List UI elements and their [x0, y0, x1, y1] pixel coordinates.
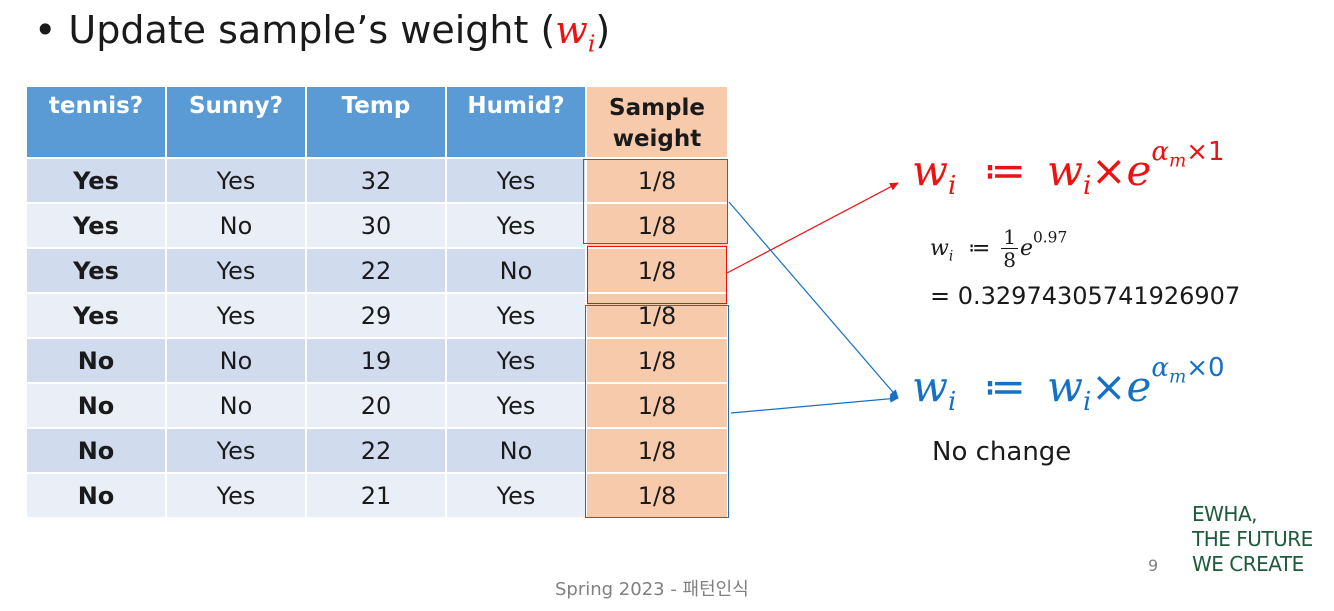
cell-tennis: Yes — [25, 157, 167, 204]
weight-calculation: wi ≔ 1 8 e0.97 — [930, 225, 1068, 272]
cell-tennis: No — [25, 337, 167, 384]
header-tennis: tennis? — [25, 85, 167, 159]
blue-highlight-box-top — [583, 159, 728, 244]
calculation-result: = 0.32974305741926907 — [930, 282, 1241, 310]
cell-sunny: Yes — [165, 247, 307, 294]
title-paren-open: ( — [540, 8, 556, 52]
cell-humid: No — [445, 427, 587, 474]
cell-humid: Yes — [445, 202, 587, 249]
cell-weight: 1/8 — [585, 292, 729, 339]
footer-text: Spring 2023 - 패턴인식 — [555, 579, 749, 600]
table-row: Yes Yes 32 Yes 1/8 — [25, 157, 729, 204]
header-humid: Humid? — [445, 85, 587, 159]
title-text: Update sample’s weight — [68, 8, 529, 52]
cell-temp: 21 — [305, 472, 447, 519]
blue-highlight-box-bottom — [585, 305, 729, 518]
cell-weight: 1/8 — [585, 382, 729, 429]
cell-temp: 32 — [305, 157, 447, 204]
blue-arrow-horizontal — [730, 394, 899, 414]
cell-weight: 1/8 — [585, 472, 729, 519]
cell-weight: 1/8 — [585, 337, 729, 384]
cell-humid: Yes — [445, 157, 587, 204]
cell-humid: Yes — [445, 472, 587, 519]
cell-sunny: Yes — [165, 472, 307, 519]
cell-temp: 22 — [305, 247, 447, 294]
bullet-icon: • — [34, 8, 57, 52]
title-paren-close: ) — [595, 8, 611, 52]
cell-tennis: No — [25, 427, 167, 474]
cell-tennis: Yes — [25, 292, 167, 339]
table-row: Yes Yes 22 No 1/8 — [25, 247, 729, 294]
header-sunny: Sunny? — [165, 85, 307, 159]
formula-weight-update-correct: wi ≔ wi×eαm×0 — [912, 353, 1225, 418]
no-change-text: No change — [932, 437, 1072, 467]
cell-humid: Yes — [445, 292, 587, 339]
data-table: tennis? Sunny? Temp Humid? Sample weight … — [25, 85, 729, 519]
red-highlight-box — [587, 246, 727, 304]
header-sample-weight: Sample weight — [585, 85, 729, 159]
cell-humid: No — [445, 247, 587, 294]
red-arrow — [726, 182, 899, 274]
cell-sunny: Yes — [165, 157, 307, 204]
ewha-logo: EWHA, THE FUTURE WE CREATE — [1192, 502, 1313, 576]
slide-title: • Update sample’s weight (wi) — [34, 8, 610, 58]
cell-temp: 30 — [305, 202, 447, 249]
cell-tennis: No — [25, 472, 167, 519]
cell-weight: 1/8 — [585, 427, 729, 474]
cell-sunny: No — [165, 337, 307, 384]
cell-temp: 20 — [305, 382, 447, 429]
cell-humid: Yes — [445, 337, 587, 384]
cell-sunny: Yes — [165, 292, 307, 339]
cell-sunny: No — [165, 202, 307, 249]
blue-arrow-diagonal — [728, 201, 899, 399]
table-row: No No 19 Yes 1/8 — [25, 337, 729, 384]
cell-sunny: No — [165, 382, 307, 429]
cell-weight: 1/8 — [585, 202, 729, 249]
cell-temp: 19 — [305, 337, 447, 384]
page-number: 9 — [1148, 556, 1159, 575]
cell-temp: 29 — [305, 292, 447, 339]
cell-tennis: Yes — [25, 247, 167, 294]
cell-tennis: Yes — [25, 202, 167, 249]
cell-humid: Yes — [445, 382, 587, 429]
cell-sunny: Yes — [165, 427, 307, 474]
table-header-row: tennis? Sunny? Temp Humid? Sample weight — [25, 85, 729, 159]
table-row: Yes No 30 Yes 1/8 — [25, 202, 729, 249]
table-row: No Yes 22 No 1/8 — [25, 427, 729, 474]
formula-weight-update-misclassified: wi ≔ wi×eαm×1 — [912, 137, 1225, 202]
cell-weight: 1/8 — [585, 157, 729, 204]
table-row: No No 20 Yes 1/8 — [25, 382, 729, 429]
table-row: No Yes 21 Yes 1/8 — [25, 472, 729, 519]
title-math-var: wi — [555, 8, 596, 58]
table-row: Yes Yes 29 Yes 1/8 — [25, 292, 729, 339]
cell-temp: 22 — [305, 427, 447, 474]
header-temp: Temp — [305, 85, 447, 159]
cell-tennis: No — [25, 382, 167, 429]
